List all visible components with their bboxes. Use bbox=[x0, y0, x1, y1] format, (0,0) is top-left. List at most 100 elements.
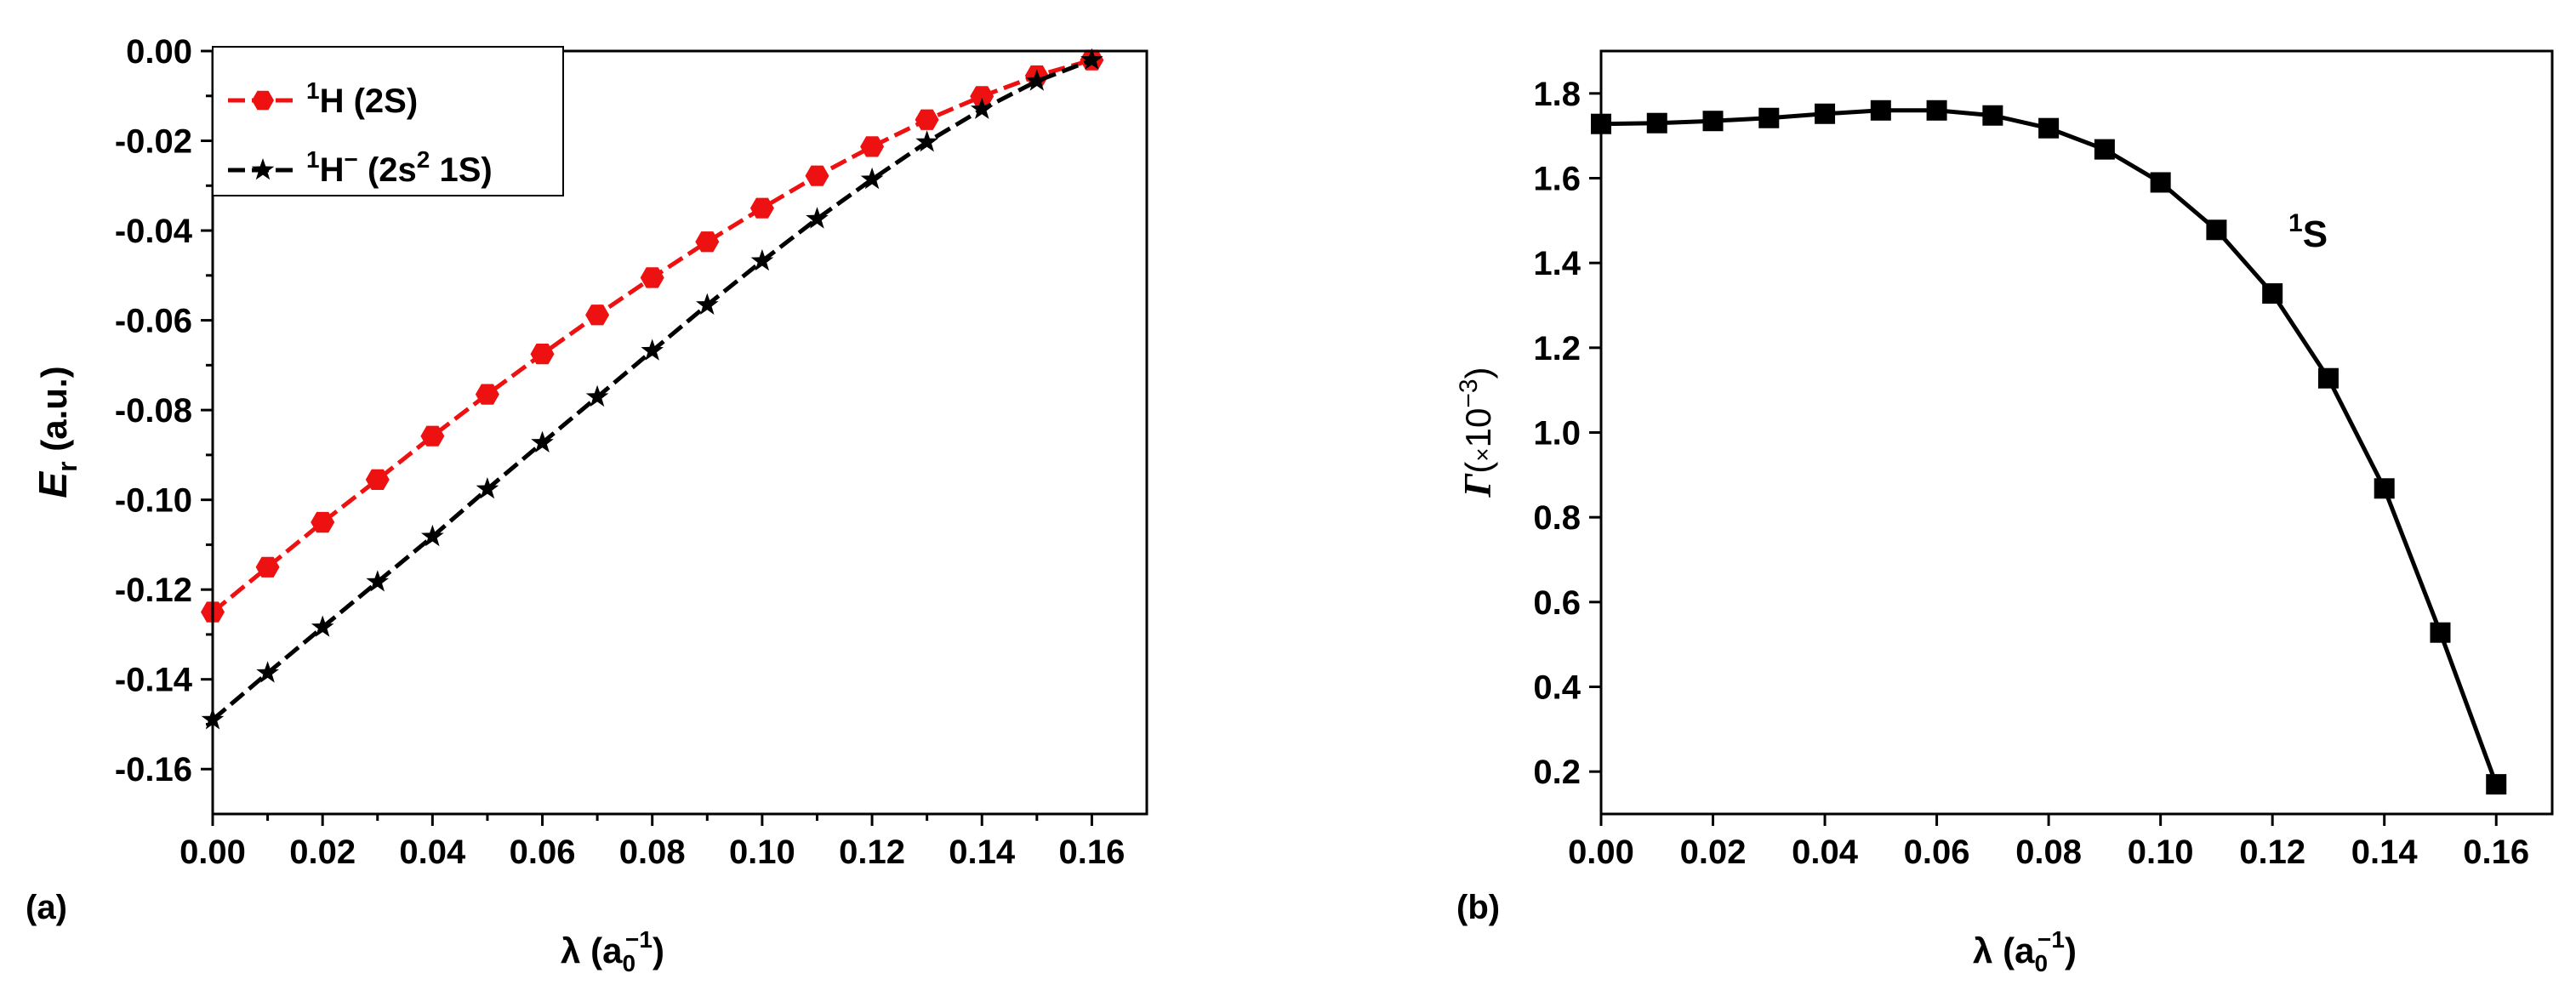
data-point-a-1-13 bbox=[915, 130, 938, 152]
data-point-a-0-6 bbox=[530, 344, 555, 365]
data-point-a-0-9 bbox=[695, 231, 720, 253]
legend-label-h-2s: 1H (2S) bbox=[306, 77, 418, 120]
data-point-a-1-10 bbox=[750, 248, 774, 271]
data-point-b-0-3 bbox=[1758, 107, 1780, 128]
x-tick-label-b: 0.08 bbox=[2015, 834, 2082, 871]
data-point-a-1-12 bbox=[860, 167, 884, 190]
y-tick-label-b: 1.0 bbox=[1533, 415, 1581, 452]
data-point-b-0-9 bbox=[2094, 139, 2115, 160]
legend-rest2: 1S) bbox=[430, 151, 492, 189]
ylabel-close: ) bbox=[1458, 367, 1498, 378]
xlabel-sub: 0 bbox=[2034, 950, 2048, 976]
data-point-a-1-1 bbox=[256, 661, 279, 683]
x-tick-label-a: 0.14 bbox=[949, 834, 1016, 871]
data-point-a-0-4 bbox=[420, 425, 445, 447]
ylabel-rest: (a.u.) bbox=[34, 366, 74, 461]
series-line-b-0 bbox=[1600, 108, 2499, 785]
y-tick-label-b: 1.2 bbox=[1533, 330, 1581, 367]
axis-ticks-a: 0.00 0.02 0.04 0.06 0.08 0.10 0.12 0.14 0.16 0.00… bbox=[115, 33, 1126, 871]
legend-sup2: 2 bbox=[417, 146, 430, 173]
data-point-a-0-12 bbox=[860, 136, 885, 157]
y-tick-label-a: -0.02 bbox=[115, 123, 192, 161]
ylabel-times: × bbox=[1469, 447, 1496, 461]
xlabel-close: ) bbox=[653, 931, 664, 970]
axis-ticks-b: 0.00 0.02 0.04 0.06 0.08 0.10 0.12 0.14 0.16 0.2 0… bbox=[1533, 76, 2529, 871]
data-point-a-1-2 bbox=[311, 615, 334, 637]
y-tick-label-b: 0.4 bbox=[1533, 669, 1581, 707]
y-tick-label-b: 0.6 bbox=[1533, 584, 1581, 622]
y-tick-label-a: -0.04 bbox=[115, 213, 193, 250]
y-tick-label-b: 1.4 bbox=[1533, 245, 1581, 282]
data-point-a-1-6 bbox=[531, 430, 554, 452]
x-tick-label-a: 0.08 bbox=[619, 834, 686, 871]
data-point-a-1-3 bbox=[366, 570, 390, 592]
y-tick-label-a: -0.12 bbox=[115, 572, 192, 609]
legend-main: H bbox=[320, 151, 345, 189]
ylabel-sup: −3 bbox=[1455, 378, 1483, 407]
chart-panel-a: 0.00 0.02 0.04 0.06 0.08 0.10 0.12 0.14 0.16 0.00… bbox=[26, 33, 1148, 976]
hexagon-marker-icon bbox=[252, 90, 274, 111]
series-layer-b bbox=[1591, 100, 2507, 795]
data-point-a-0-7 bbox=[585, 304, 610, 326]
y-tick-label-b: 0.2 bbox=[1533, 754, 1581, 791]
chart-panel-b: 0.00 0.02 0.04 0.06 0.08 0.10 0.12 0.14 0.16 0.2 0… bbox=[1455, 49, 2554, 976]
legend-entry-h-2s: 1H (2S) bbox=[228, 77, 418, 120]
x-tick-label-a: 0.04 bbox=[399, 834, 466, 871]
legend-main: H bbox=[320, 83, 345, 120]
x-tick-label-b: 0.06 bbox=[1904, 834, 1970, 871]
y-tick-label-a: -0.16 bbox=[115, 751, 192, 788]
y-tick-label-a: -0.06 bbox=[115, 303, 192, 340]
data-point-b-0-10 bbox=[2150, 172, 2171, 193]
xlabel-open: (a bbox=[2003, 931, 2035, 970]
data-point-a-1-16 bbox=[1080, 48, 1103, 70]
y-tick-label-b: 0.8 bbox=[1533, 499, 1581, 537]
y-tick-label-a: 0.00 bbox=[126, 33, 192, 71]
panel-label-a: (a) bbox=[26, 889, 67, 926]
legend-entry-h-minus: 1H− (2s2 1S) bbox=[228, 146, 493, 189]
data-point-a-0-8 bbox=[640, 267, 664, 288]
x-tick-label-b: 0.16 bbox=[2463, 834, 2529, 871]
data-point-a-1-14 bbox=[970, 97, 994, 119]
x-tick-label-a: 0.10 bbox=[729, 834, 795, 871]
star-marker-icon bbox=[251, 158, 275, 180]
legend-sup: 1 bbox=[306, 146, 320, 173]
data-point-a-1-4 bbox=[421, 524, 444, 547]
x-axis-label-b: λ (a0−1) bbox=[1973, 926, 2077, 976]
x-axis-label-a: λ (a0−1) bbox=[561, 926, 664, 976]
xlabel-symbol: λ bbox=[561, 931, 580, 970]
x-tick-label-b: 0.14 bbox=[2351, 834, 2419, 871]
ylabel-open: ( bbox=[1458, 462, 1498, 474]
ylabel-main: Γ bbox=[1456, 474, 1499, 498]
xlabel-close: ) bbox=[2065, 931, 2077, 970]
data-point-a-0-14 bbox=[970, 86, 994, 107]
data-point-a-0-10 bbox=[749, 197, 774, 219]
data-point-a-0-11 bbox=[805, 165, 829, 186]
legend-mainsup: − bbox=[344, 146, 357, 173]
data-point-a-1-8 bbox=[641, 339, 664, 361]
data-point-a-1-11 bbox=[806, 207, 829, 229]
x-tick-label-a: 0.02 bbox=[289, 834, 356, 871]
data-point-b-0-12 bbox=[2262, 283, 2283, 304]
xlabel-symbol: λ bbox=[1973, 931, 1992, 970]
annotation-sup: 1 bbox=[2288, 209, 2303, 237]
ylabel-pow: 10 bbox=[1458, 408, 1498, 448]
legend-rest: (2S) bbox=[344, 83, 418, 120]
x-tick-label-a: 0.16 bbox=[1058, 834, 1125, 871]
data-point-b-0-11 bbox=[2206, 219, 2227, 241]
data-point-a-0-1 bbox=[255, 556, 280, 578]
xlabel-open: (a bbox=[590, 931, 623, 970]
data-point-a-1-5 bbox=[476, 477, 499, 499]
data-point-b-0-6 bbox=[1926, 100, 1947, 121]
data-point-b-0-13 bbox=[2317, 367, 2339, 389]
xlabel-sub: 0 bbox=[622, 950, 635, 976]
x-tick-label-b: 0.02 bbox=[1680, 834, 1747, 871]
y-tick-label-a: -0.14 bbox=[115, 662, 193, 699]
data-point-a-0-5 bbox=[475, 384, 499, 405]
y-axis-label-b: Γ(×10−3) bbox=[1455, 367, 1499, 498]
plot-frame-a bbox=[211, 49, 1148, 816]
x-tick-label-b: 0.04 bbox=[1792, 834, 1859, 871]
data-point-b-0-15 bbox=[2430, 622, 2451, 643]
data-point-a-1-9 bbox=[696, 293, 719, 315]
data-point-a-0-3 bbox=[365, 469, 390, 490]
plot-frame-b bbox=[1599, 49, 2554, 816]
